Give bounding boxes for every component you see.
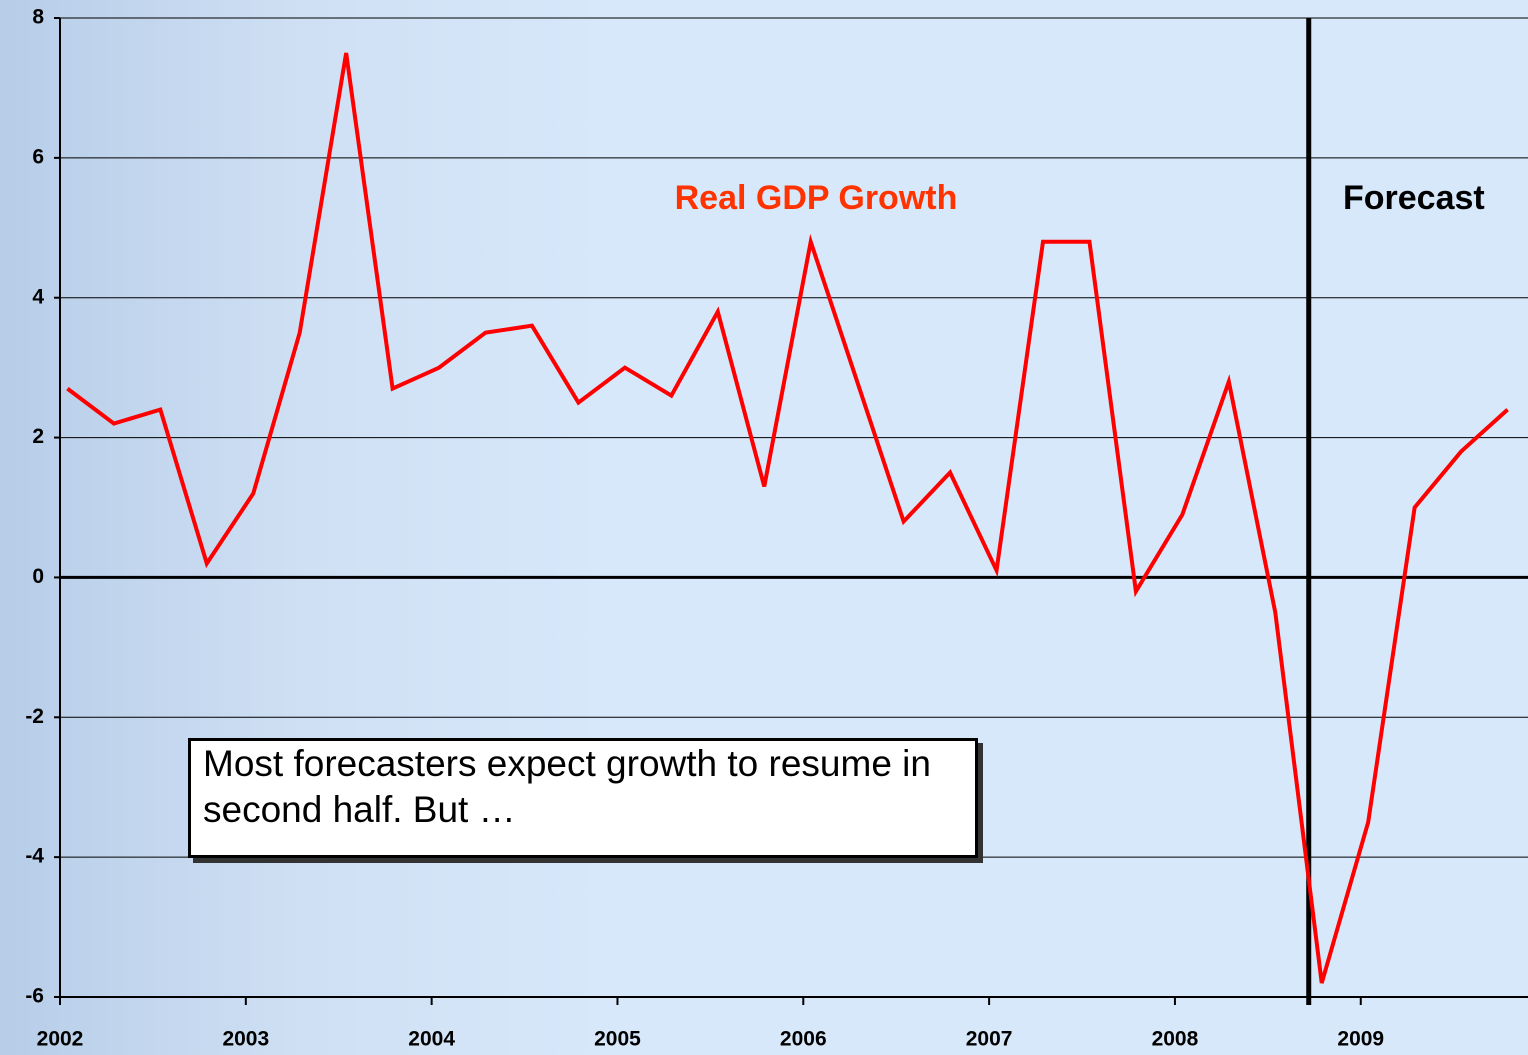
x-tick-label: 2006: [780, 1028, 827, 1051]
x-tick-label: 2004: [408, 1028, 455, 1051]
y-tick-label: -4: [25, 845, 44, 868]
x-tick-label: 2003: [222, 1028, 269, 1051]
x-tick-label: 2005: [594, 1028, 641, 1051]
annotation-box: Most forecasters expect growth to resume…: [188, 738, 978, 858]
x-tick-label: 2009: [1337, 1028, 1384, 1051]
forecast-label: Forecast: [1343, 179, 1485, 217]
chart: -6 -4 -2 0 2 4 6 8 2002 2003 2004 2005 2006 2007 2008 2…: [0, 0, 1528, 1055]
x-tick-label: 2002: [37, 1028, 84, 1051]
x-tick-label: 2008: [1152, 1028, 1199, 1051]
series-label: Real GDP Growth: [675, 179, 958, 217]
y-tick-label: 6: [32, 145, 44, 168]
y-tick-label: 0: [32, 565, 44, 588]
page: -6 -4 -2 0 2 4 6 8 2002 2003 2004 2005 2006 2007 2008 2…: [0, 0, 1528, 1055]
y-tick-label: 8: [32, 6, 44, 29]
y-tick-label: 2: [32, 425, 44, 448]
y-tick-label: 4: [32, 285, 44, 308]
y-tick-label: -6: [25, 985, 44, 1008]
x-tick-label: 2007: [966, 1028, 1013, 1051]
y-tick-label: -2: [25, 705, 44, 728]
